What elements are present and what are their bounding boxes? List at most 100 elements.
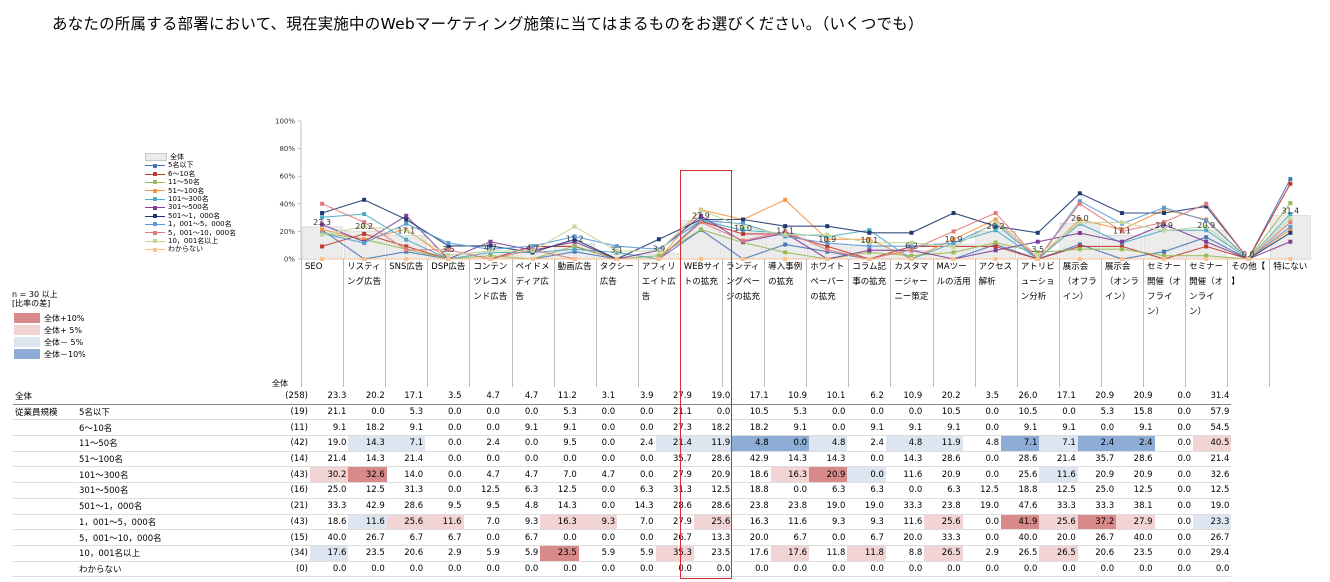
y-tick-label: 20% [279,228,295,236]
series-marker [572,224,577,229]
series-marker [362,224,367,229]
series-marker [1119,257,1124,261]
value-cell: 11.6 [348,514,387,531]
value-cell: 0.0 [578,451,618,468]
legend-swatch [145,170,165,178]
value-cell: 0.0 [693,404,733,421]
value-cell: 0.0 [425,482,464,499]
series-marker [320,232,325,237]
y-tick-label: 40% [279,200,295,208]
diff-legend-title: [比率の差] [12,299,51,308]
series-marker [1119,239,1124,244]
value-cell: 12.5 [463,482,502,499]
row-n: (21) [271,498,310,515]
value-cell: 12.5 [693,482,733,499]
value-cell: 0.0 [770,561,810,578]
value-cell: 0.0 [809,404,848,421]
value-cell: 9.3 [501,514,541,531]
value-cell: 20.0 [885,529,925,546]
value-cell: 6.3 [924,482,963,499]
value-cell: 18.6 [310,514,349,531]
legend-item: 301～500名 [145,203,236,211]
data-label: 19.0 [734,224,752,233]
value-cell: 0.0 [1116,561,1155,578]
legend-label: 6～10名 [168,169,196,178]
value-cell: 32.6 [348,466,387,484]
legend-label: 5名以下 [168,161,194,170]
row-group-cell [13,419,77,437]
series-marker [951,257,956,261]
legend-swatch [145,246,165,254]
value-cell: 0.0 [425,419,464,437]
series-marker [1204,224,1209,229]
data-label: 10.1 [860,236,878,245]
value-cell: 20.2 [348,389,387,405]
column-header: リスティング広告 [343,259,385,387]
row-n: (43) [271,514,310,531]
series-marker [1288,257,1293,261]
value-cell: 0.0 [425,466,464,484]
value-cell: 26.0 [1001,389,1040,405]
value-cell: 0.0 [463,529,502,546]
value-cell: 5.9 [578,545,618,562]
series-line [321,200,1291,260]
series-marker [404,247,409,252]
value-cell: 17.6 [310,545,349,562]
column-header: アフィリエイト広告 [637,259,680,387]
value-cell: 21.4 [655,435,694,452]
diff-legend-item: 全体+ 5% [14,324,86,336]
value-cell: 0.0 [348,561,387,578]
value-cell: 10.5 [924,404,963,421]
series-marker [656,257,661,261]
value-cell: 0.0 [463,404,502,421]
series-marker [1162,257,1167,261]
value-cell: 0.0 [962,404,1002,421]
series-marker [783,197,788,202]
series-marker [825,232,830,237]
value-cell: 0.0 [501,435,541,452]
series-marker [951,211,956,216]
value-cell: 0.0 [962,466,1002,484]
row-n: (16) [271,482,310,499]
value-cell: 30.2 [310,466,349,484]
column-header: カスタマージャーニー策定 [890,259,932,387]
series-marker [783,242,788,247]
series-marker [656,237,661,242]
data-label: 6.2 [905,241,918,250]
value-cell: 6.7 [425,529,464,546]
series-marker [993,240,998,245]
value-cell: 40.5 [1192,435,1232,452]
value-cell: 16.3 [732,514,771,531]
value-cell: 26.5 [1039,545,1078,562]
value-cell: 11.6 [885,466,925,484]
table-row: わからない (0) 0.0 0.0 0.0 0.0 0.0 0.0 0.0 0.0 0.0 0.0 0.… [13,561,1232,578]
row-n: (19) [271,404,310,421]
question-title: あなたの所属する部署において、現在実施中のWebマーケティング施策に当てはまるも… [52,15,924,33]
series-marker [783,232,788,237]
value-cell: 4.8 [885,435,925,452]
row-n: (11) [271,419,310,437]
series-marker [446,243,451,248]
table-row: 101～300名 (43) 30.2 32.6 14.0 0.0 4.7 4.7 7.0 4.7 0… [13,466,1232,484]
value-cell: 19.0 [310,435,349,452]
value-cell: 0.0 [310,561,349,578]
value-cell: 20.2 [924,389,963,405]
value-cell: 17.1 [386,389,426,405]
series-marker [1162,249,1167,254]
legend-swatch [145,178,165,186]
series-marker [1077,220,1082,225]
value-cell: 2.4 [1116,435,1155,452]
series-marker [362,212,367,217]
data-label: 17.1 [776,226,794,235]
value-cell: 5.3 [770,404,810,421]
legend-swatch [145,229,165,237]
diff-label: 全体－ 5% [44,337,84,347]
column-header: 展示会（オンライン） [1100,259,1143,387]
value-cell: 25.6 [693,514,733,531]
value-cell: 9.3 [578,514,618,531]
series-marker [741,221,746,226]
series-marker [614,257,619,261]
series-marker [993,248,998,253]
series-marker [867,240,872,245]
value-cell: 9.1 [540,419,579,437]
